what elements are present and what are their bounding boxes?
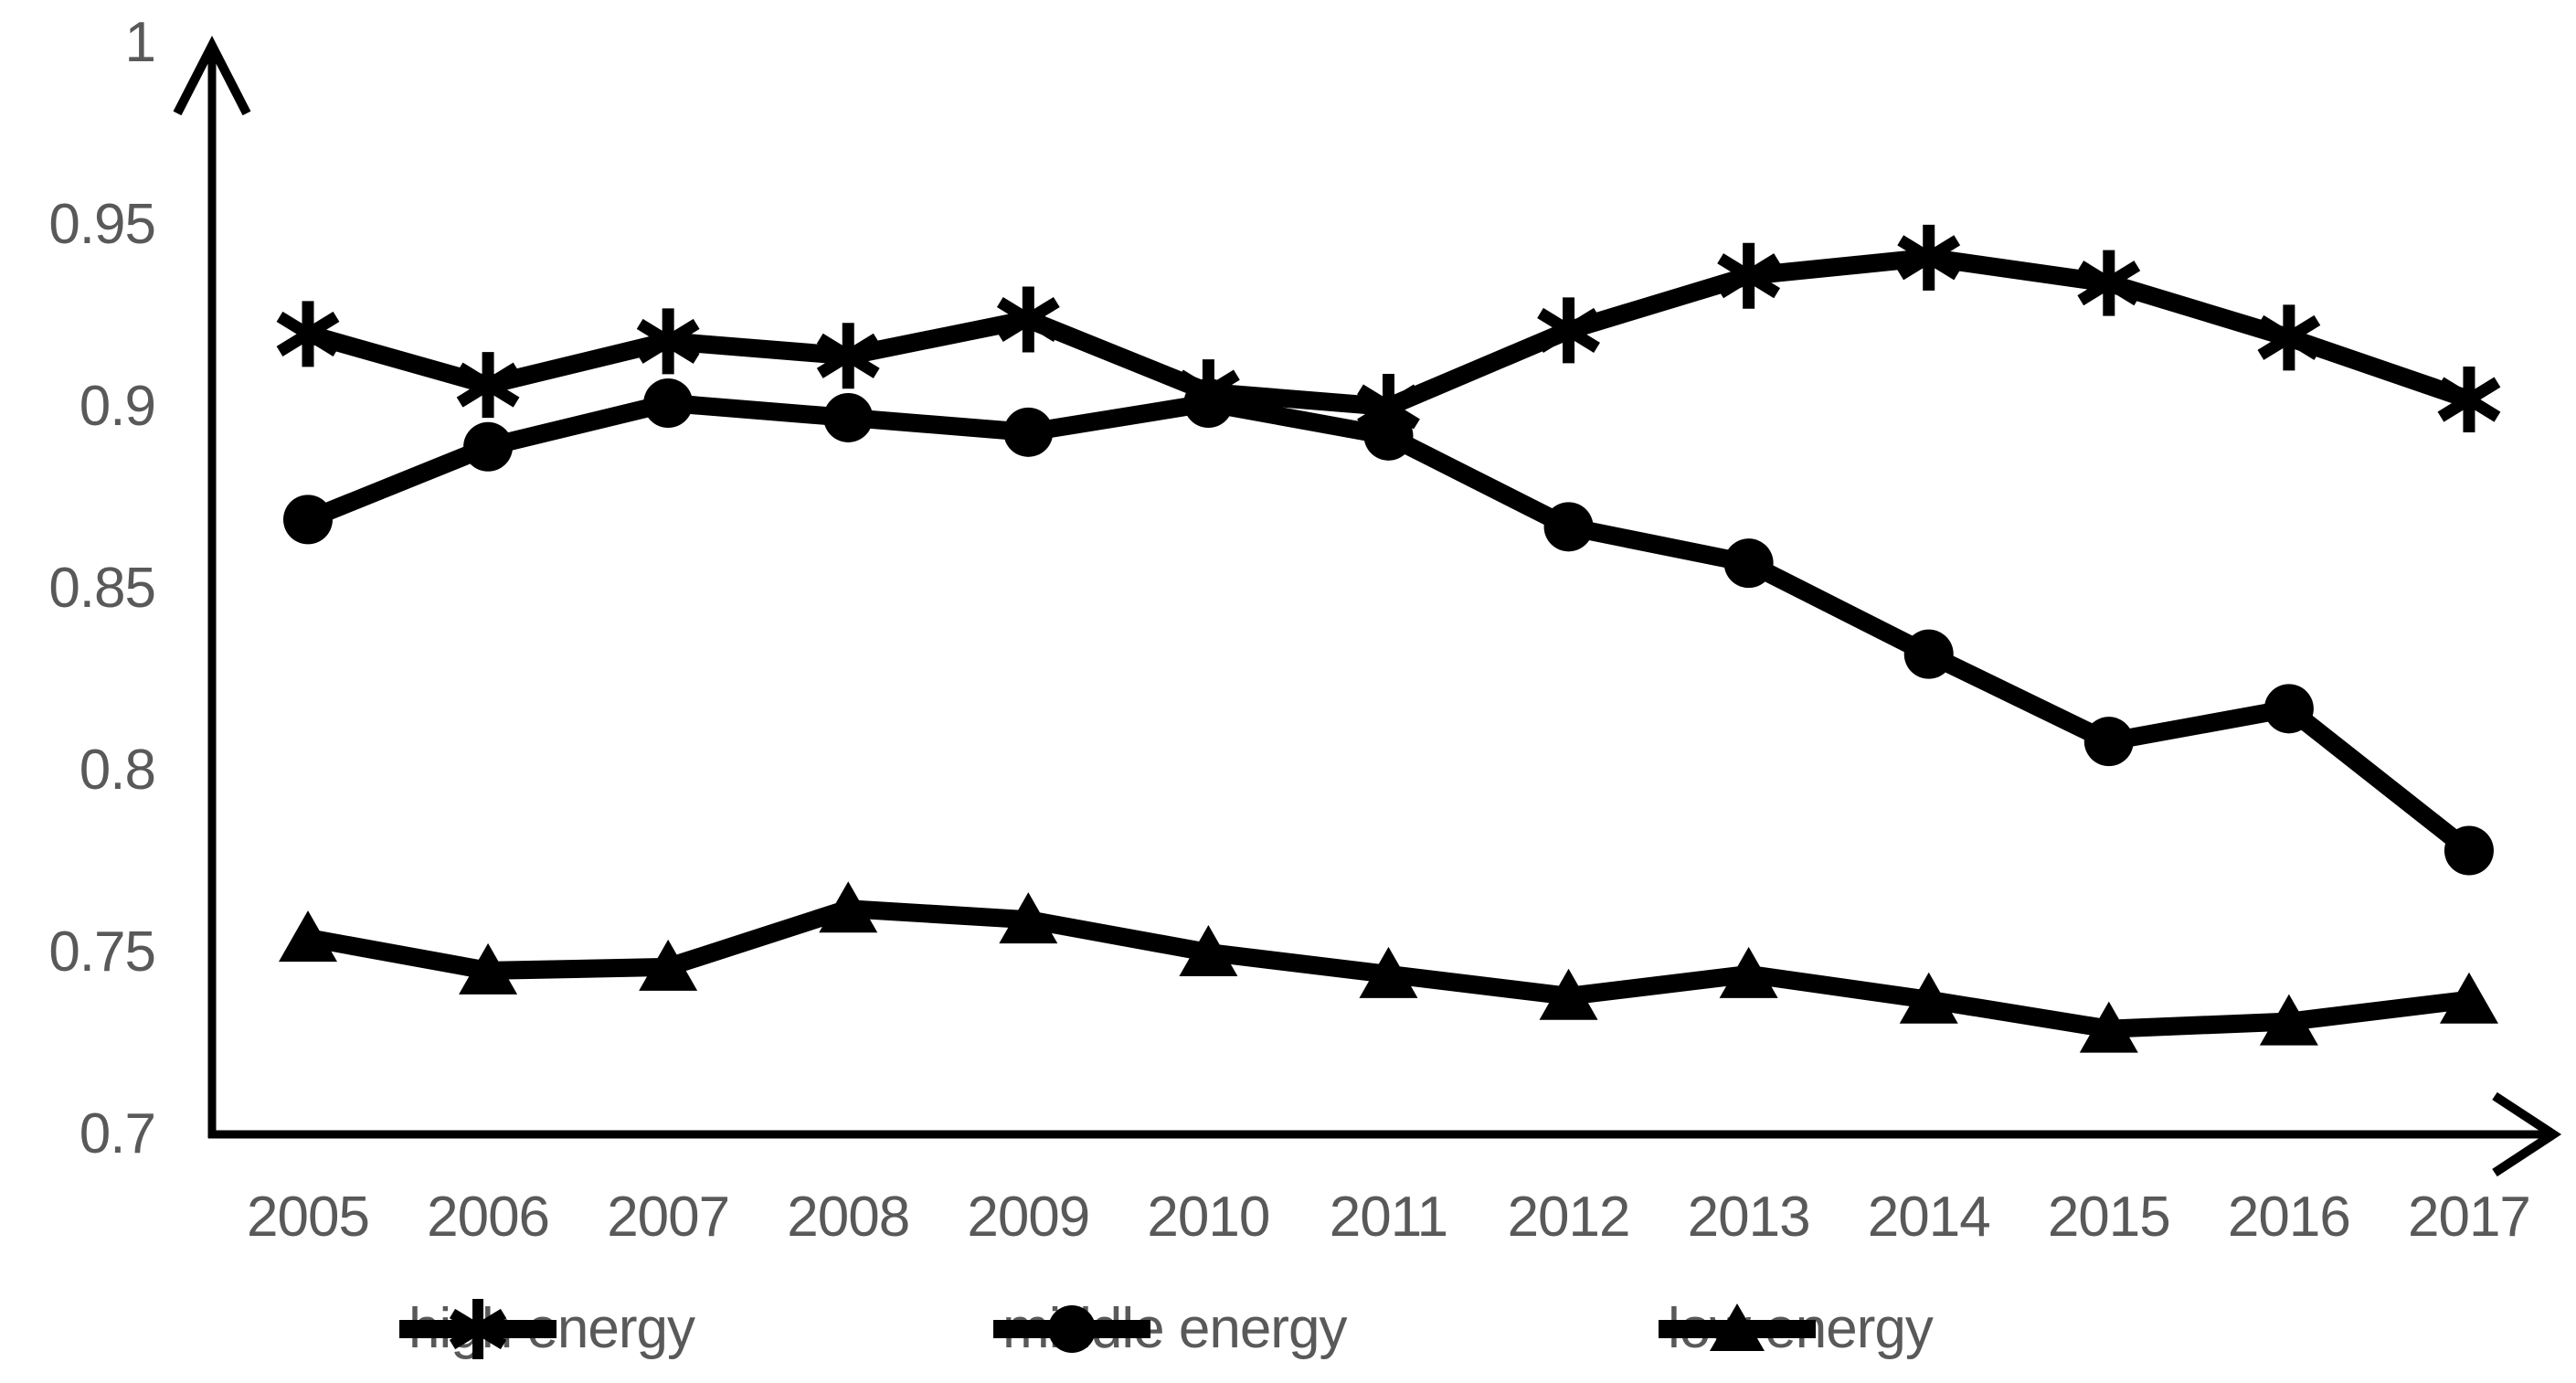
series-low-energy bbox=[279, 881, 2498, 1053]
x-tick-label: 2013 bbox=[1687, 1186, 1811, 1249]
circle-marker-icon bbox=[1543, 502, 1594, 552]
y-tick-label: 0.75 bbox=[48, 920, 156, 984]
asterisk-marker-icon bbox=[636, 308, 700, 375]
series-high-energy bbox=[276, 224, 2501, 440]
x-axis-arrow-icon bbox=[2492, 1091, 2562, 1177]
circle-marker-icon bbox=[2083, 717, 2134, 767]
circle-marker-icon bbox=[2443, 825, 2494, 876]
circle-marker-icon bbox=[1048, 1305, 1096, 1353]
triangle-marker-icon bbox=[459, 942, 518, 995]
circle-marker-icon bbox=[993, 1305, 1150, 1353]
circle-marker-icon bbox=[643, 378, 694, 429]
series-middle-energy bbox=[283, 378, 2494, 876]
triangle-marker-icon bbox=[1359, 946, 1418, 998]
triangle-marker-icon bbox=[1719, 946, 1778, 998]
x-tick-label: 2006 bbox=[427, 1186, 550, 1249]
triangle-marker-icon bbox=[1899, 972, 1958, 1024]
triangle-marker-icon bbox=[1539, 968, 1598, 1020]
triangle-marker-icon bbox=[1659, 1303, 1816, 1351]
asterisk-marker-icon bbox=[2077, 250, 2141, 316]
circle-marker-icon bbox=[1723, 538, 1774, 589]
y-tick-label: 0.9 bbox=[79, 375, 156, 438]
x-tick-label: 2015 bbox=[2047, 1186, 2171, 1249]
asterisk-marker-icon bbox=[276, 301, 340, 367]
circle-marker-icon bbox=[2263, 684, 2314, 734]
x-tick-label: 2012 bbox=[1507, 1186, 1631, 1249]
triangle-marker-icon bbox=[2439, 972, 2498, 1024]
circle-marker-icon bbox=[823, 392, 874, 442]
asterisk-marker-icon bbox=[456, 352, 520, 419]
circle-marker-icon bbox=[463, 421, 514, 472]
triangle-marker-icon bbox=[639, 939, 698, 991]
x-tick-label: 2017 bbox=[2407, 1186, 2531, 1249]
x-tick-label: 2007 bbox=[607, 1186, 730, 1249]
x-tick-label: 2016 bbox=[2227, 1186, 2351, 1249]
asterisk-marker-icon bbox=[2437, 367, 2501, 433]
x-tick-label: 2011 bbox=[1329, 1186, 1448, 1249]
x-tick-label: 2005 bbox=[247, 1186, 370, 1249]
asterisk-marker-icon bbox=[449, 1299, 507, 1359]
y-tick-label: 0.8 bbox=[79, 739, 156, 802]
legend-item-middle-energy: middle energy bbox=[991, 1293, 1347, 1366]
circle-marker-icon bbox=[1363, 410, 1414, 461]
triangle-marker-icon bbox=[1710, 1303, 1765, 1351]
legend-item-high-energy: high energy bbox=[398, 1293, 695, 1366]
asterisk-marker-icon bbox=[996, 286, 1060, 353]
legend: high energy middle energy low energy bbox=[0, 1293, 2576, 1369]
y-tick-label: 0.7 bbox=[79, 1102, 156, 1165]
asterisk-marker-icon bbox=[1897, 224, 1961, 291]
circle-marker-icon bbox=[1003, 407, 1054, 457]
triangle-marker-icon bbox=[2079, 1001, 2138, 1053]
y-tick-label: 0.95 bbox=[48, 193, 156, 256]
asterisk-marker-icon bbox=[816, 323, 880, 389]
triangle-marker-icon bbox=[819, 881, 878, 933]
circle-marker-icon bbox=[283, 495, 333, 545]
y-tick-label: 0.85 bbox=[48, 557, 156, 620]
series-line-middle-energy bbox=[304, 394, 2475, 858]
triangle-marker-icon bbox=[1179, 925, 1238, 976]
x-tick-label: 2014 bbox=[1867, 1186, 1991, 1249]
x-tick-label: 2008 bbox=[787, 1186, 910, 1249]
triangle-marker-icon bbox=[999, 892, 1058, 944]
asterisk-marker-icon bbox=[1537, 297, 1600, 364]
x-tick-label: 2010 bbox=[1147, 1186, 1270, 1249]
y-axis-arrow-icon bbox=[173, 36, 251, 116]
y-tick-label: 1 bbox=[124, 11, 156, 74]
circle-marker-icon bbox=[1903, 629, 1954, 679]
axes bbox=[173, 36, 2562, 1177]
circle-marker-icon bbox=[1183, 378, 1234, 429]
asterisk-marker-icon bbox=[399, 1299, 557, 1359]
legend-item-low-energy: low energy bbox=[1657, 1293, 1934, 1366]
triangle-marker-icon bbox=[2259, 994, 2318, 1046]
x-tick-label: 2009 bbox=[967, 1186, 1090, 1249]
asterisk-marker-icon bbox=[2257, 304, 2321, 371]
triangle-marker-icon bbox=[279, 910, 337, 963]
asterisk-marker-icon bbox=[1717, 242, 1781, 309]
